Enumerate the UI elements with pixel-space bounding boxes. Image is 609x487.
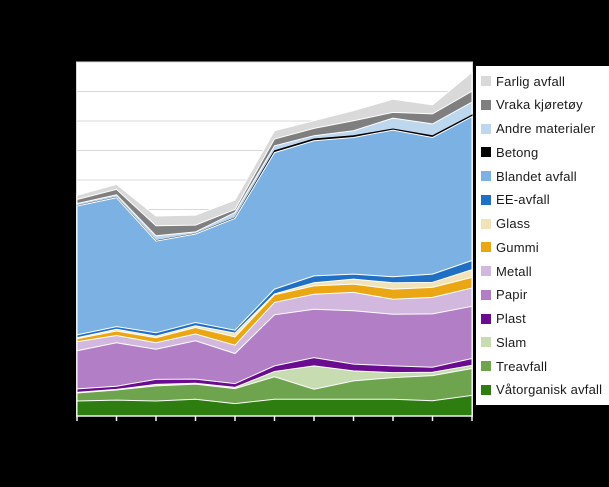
legend-item-label: Blandet avfall <box>496 168 577 184</box>
legend-item-label: EE-avfall <box>496 192 550 208</box>
legend-item-label: Våtorganisk avfall <box>496 382 603 398</box>
legend-swatch-icon <box>481 99 491 110</box>
legend-item: Slam <box>481 333 607 351</box>
legend-item: Betong <box>481 143 607 161</box>
legend-item-label: Plast <box>496 311 526 327</box>
area-series-0 <box>76 394 473 417</box>
legend-item-label: Vraka kjøretøy <box>496 97 583 113</box>
legend-item: Gummi <box>481 238 607 256</box>
legend-item: Vraka kjøretøy <box>481 96 607 114</box>
legend-swatch-icon <box>481 242 491 253</box>
legend-swatch-icon <box>481 147 491 158</box>
legend-item: Treavfall <box>481 357 607 375</box>
legend-item-label: Andre materialer <box>496 121 596 137</box>
legend-item: Blandet avfall <box>481 167 607 185</box>
legend-swatch-icon <box>481 218 491 229</box>
legend-swatch-icon <box>481 289 491 300</box>
legend-item-label: Papir <box>496 287 528 303</box>
legend-swatch-icon <box>481 123 491 134</box>
legend-item-label: Slam <box>496 334 527 350</box>
legend-item: EE-avfall <box>481 191 607 209</box>
legend-item: Våtorganisk avfall <box>481 381 607 399</box>
legend-swatch-icon <box>481 194 491 205</box>
legend-item: Metall <box>481 262 607 280</box>
legend-swatch-icon <box>481 266 491 277</box>
legend-item-label: Farlig avfall <box>496 73 566 89</box>
legend-item: Plast <box>481 310 607 328</box>
legend-item: Farlig avfall <box>481 72 607 90</box>
legend-swatch-icon <box>481 384 491 395</box>
legend-item-label: Gummi <box>496 239 539 255</box>
legend-item: Papir <box>481 286 607 304</box>
legend-item: Andre materialer <box>481 120 607 138</box>
legend-item: Glass <box>481 215 607 233</box>
legend-item-label: Betong <box>496 144 539 160</box>
legend-swatch-icon <box>481 171 491 182</box>
legend-swatch-icon <box>481 76 491 86</box>
chart-legend: Farlig avfall Vraka kjøretøy Andre materia… <box>476 66 609 405</box>
legend-swatch-icon <box>481 337 491 348</box>
legend-item-label: Glass <box>496 216 531 232</box>
legend-swatch-icon <box>481 313 491 324</box>
legend-item-label: Treavfall <box>496 358 548 374</box>
legend-swatch-icon <box>481 361 491 372</box>
legend-item-label: Metall <box>496 263 532 279</box>
